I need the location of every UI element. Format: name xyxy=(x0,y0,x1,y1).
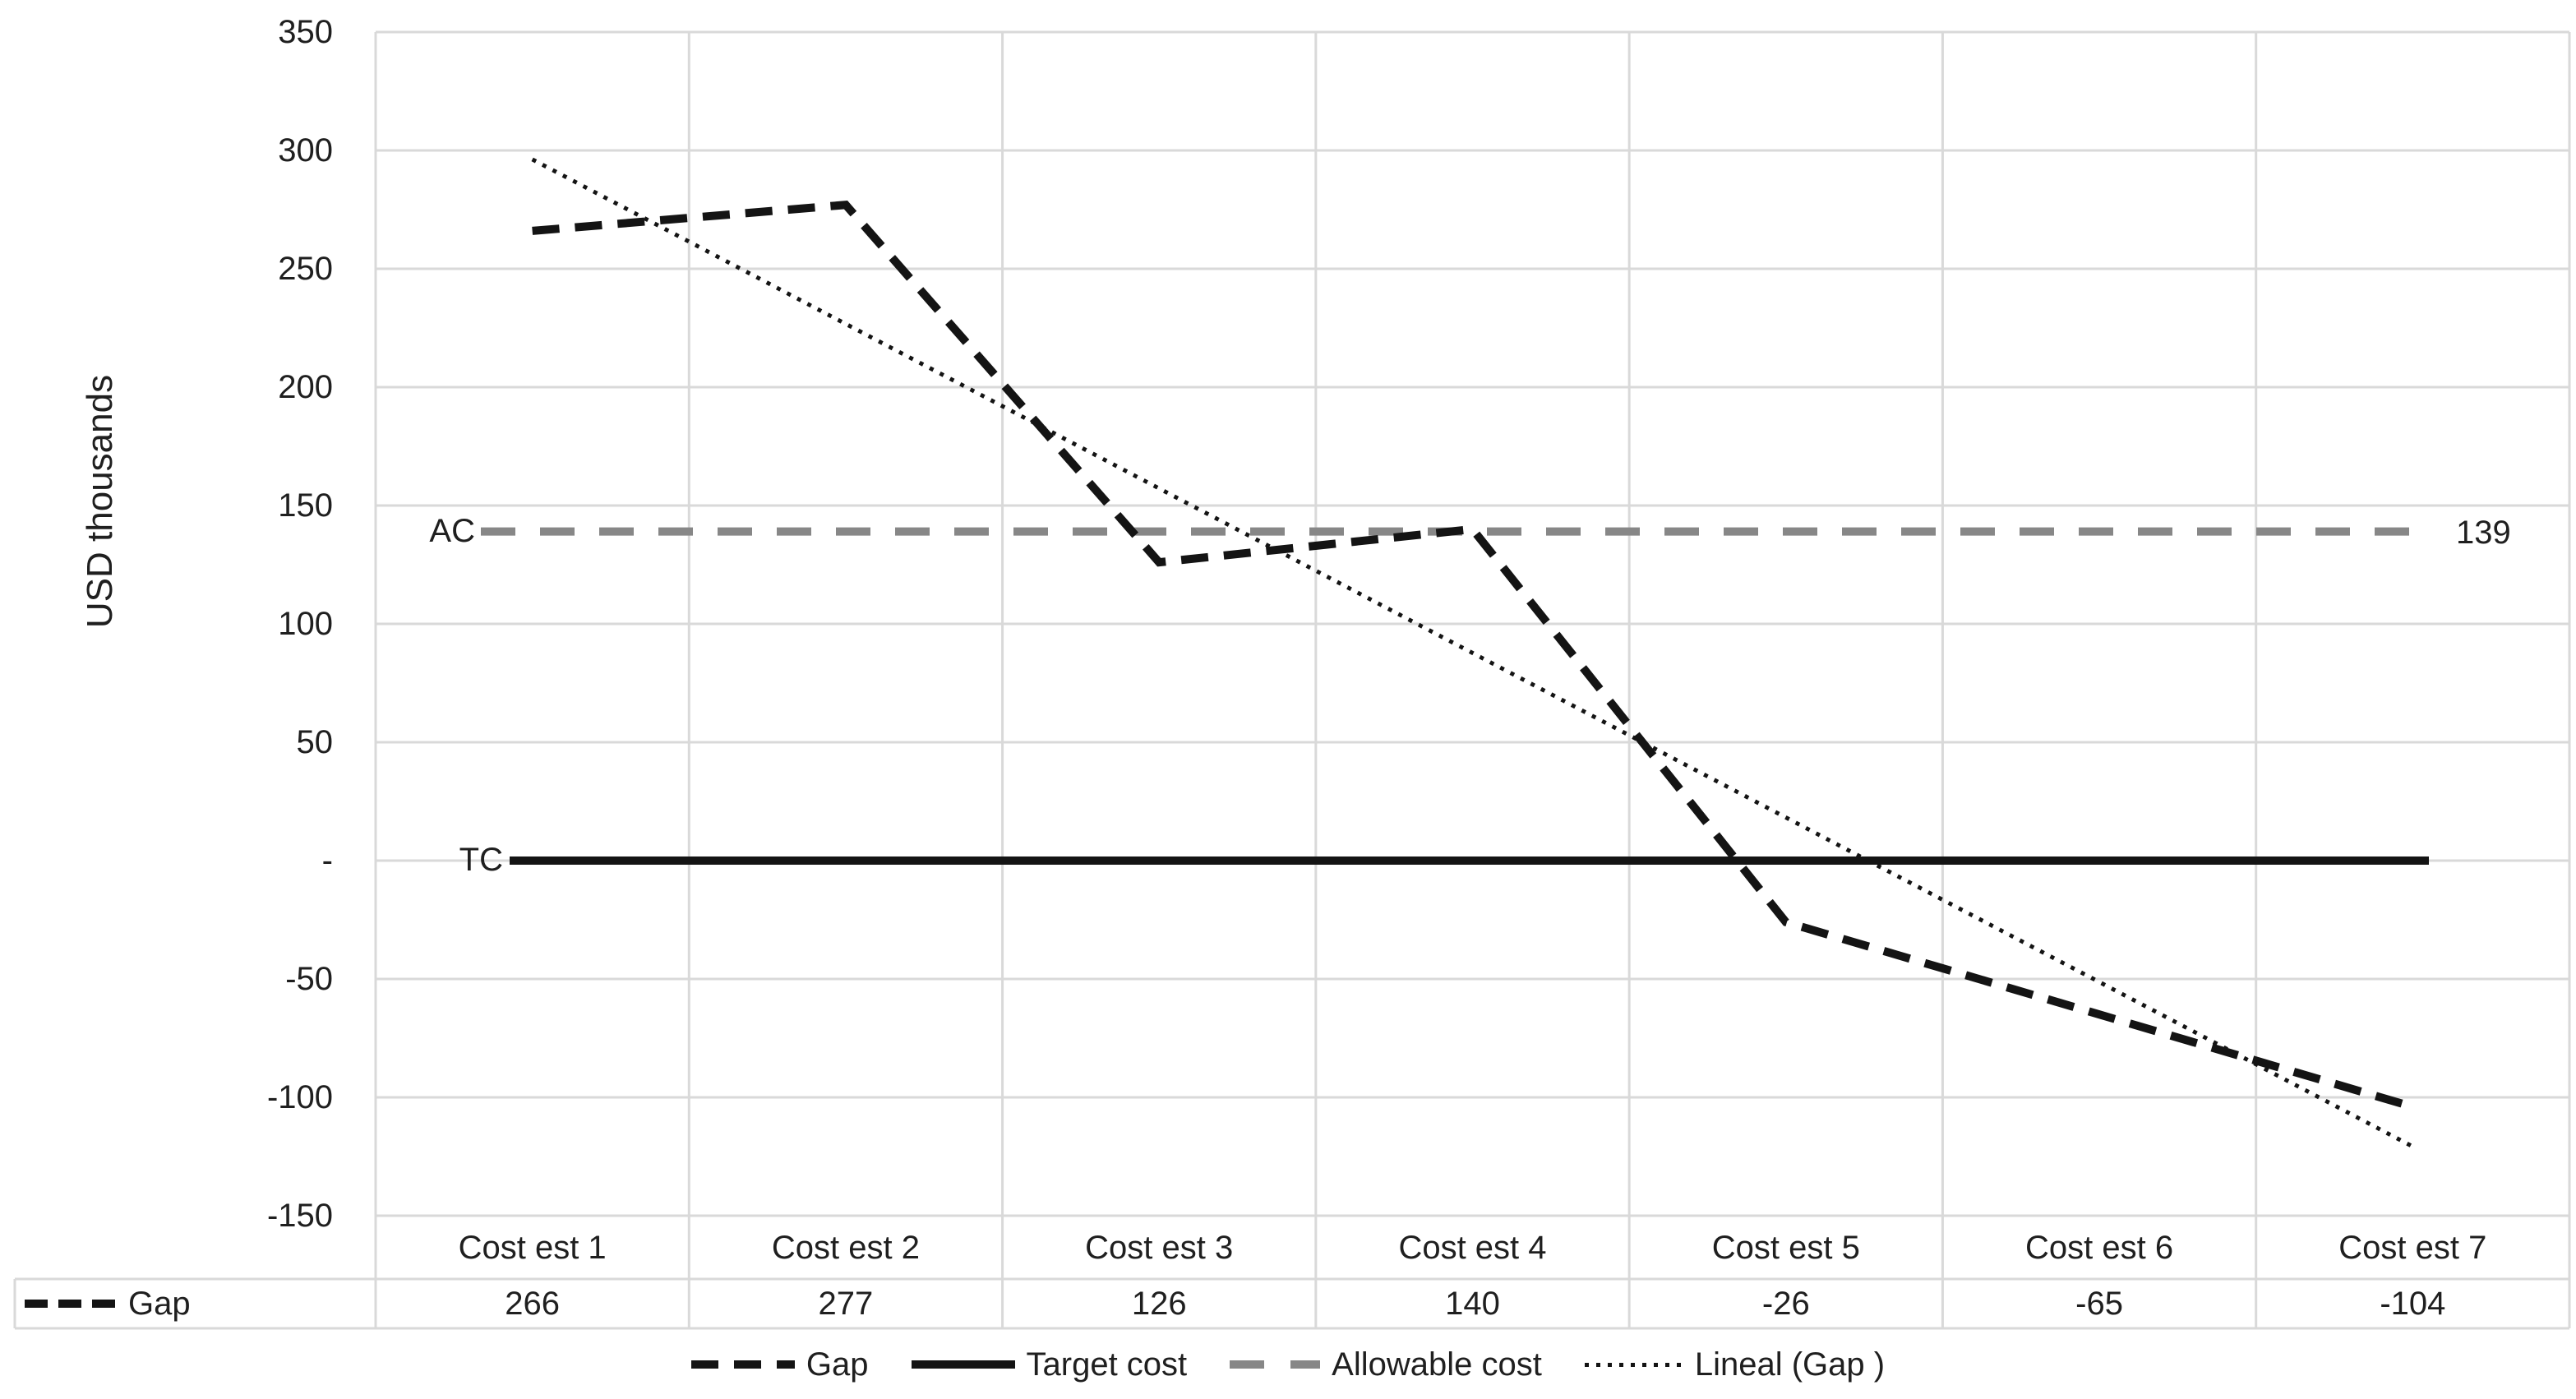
legend-item-allowable-cost: Allowable cost xyxy=(1230,1346,1542,1383)
category-label: Cost est 7 xyxy=(2338,1230,2487,1266)
legend-item-label: Target cost xyxy=(1026,1346,1188,1383)
gap-line xyxy=(532,201,2414,1111)
y-axis-tick-label: 300 xyxy=(278,132,333,169)
data-table-row-header: Gap xyxy=(25,1279,366,1328)
data-table-row-label: Gap xyxy=(128,1285,191,1322)
y-axis-tick-label: 250 xyxy=(278,251,333,287)
dashed-black-swatch-icon xyxy=(690,1360,795,1369)
category-label: Cost est 3 xyxy=(1085,1230,1234,1266)
legend-item-label: Gap xyxy=(806,1346,869,1383)
trend-line xyxy=(531,157,2414,1149)
y-axis-tick-label: 50 xyxy=(296,724,334,760)
gap-series-key-icon xyxy=(25,1300,117,1308)
category-label: Cost est 5 xyxy=(1711,1230,1860,1266)
dotted-black-swatch-icon xyxy=(1584,1362,1683,1367)
legend-item-target-cost: Target cost xyxy=(911,1346,1188,1383)
category-label: Cost est 6 xyxy=(2025,1230,2174,1266)
data-table-cell-value: 126 xyxy=(1131,1286,1187,1322)
y-axis-tick-label: -150 xyxy=(266,1198,333,1234)
chart-legend: Gap Target cost Allowable cost Lineal (Gap … xyxy=(0,1340,2576,1389)
target-cost-line-label: TC xyxy=(459,842,503,878)
y-axis-tick-label: -100 xyxy=(266,1079,333,1115)
data-table-cell-value: 277 xyxy=(818,1286,874,1322)
y-axis-tick-label: 100 xyxy=(278,606,333,642)
data-table-cell-value: -104 xyxy=(2380,1286,2446,1322)
y-axis-tick-label: - xyxy=(321,843,333,879)
allowable-cost-line-label: AC xyxy=(429,512,475,549)
legend-item-label: Allowable cost xyxy=(1332,1346,1542,1383)
category-label: Cost est 2 xyxy=(771,1230,920,1266)
category-label: Cost est 4 xyxy=(1398,1230,1547,1266)
data-table-cell-value: -26 xyxy=(1761,1286,1810,1322)
legend-item-lineal-gap: Lineal (Gap ) xyxy=(1584,1346,1886,1383)
category-label: Cost est 1 xyxy=(458,1230,607,1266)
data-table-cell-value: 140 xyxy=(1445,1286,1500,1322)
y-axis-tick-label: 350 xyxy=(278,14,333,50)
solid-black-swatch-icon xyxy=(911,1360,1015,1369)
legend-item-label: Lineal (Gap ) xyxy=(1694,1346,1886,1383)
y-axis-title: USD thousands xyxy=(80,374,120,629)
y-axis-tick-label: 200 xyxy=(278,369,333,405)
legend-item-gap: Gap xyxy=(690,1346,869,1383)
data-table-cell-value: 266 xyxy=(505,1286,561,1322)
allowable-cost-value-label: 139 xyxy=(2456,514,2511,551)
data-table-cell-value: -65 xyxy=(2075,1286,2123,1322)
y-axis-tick-label: -50 xyxy=(285,961,333,997)
y-axis-tick-label: 150 xyxy=(278,487,333,524)
dashed-gray-swatch-icon xyxy=(1230,1360,1321,1369)
